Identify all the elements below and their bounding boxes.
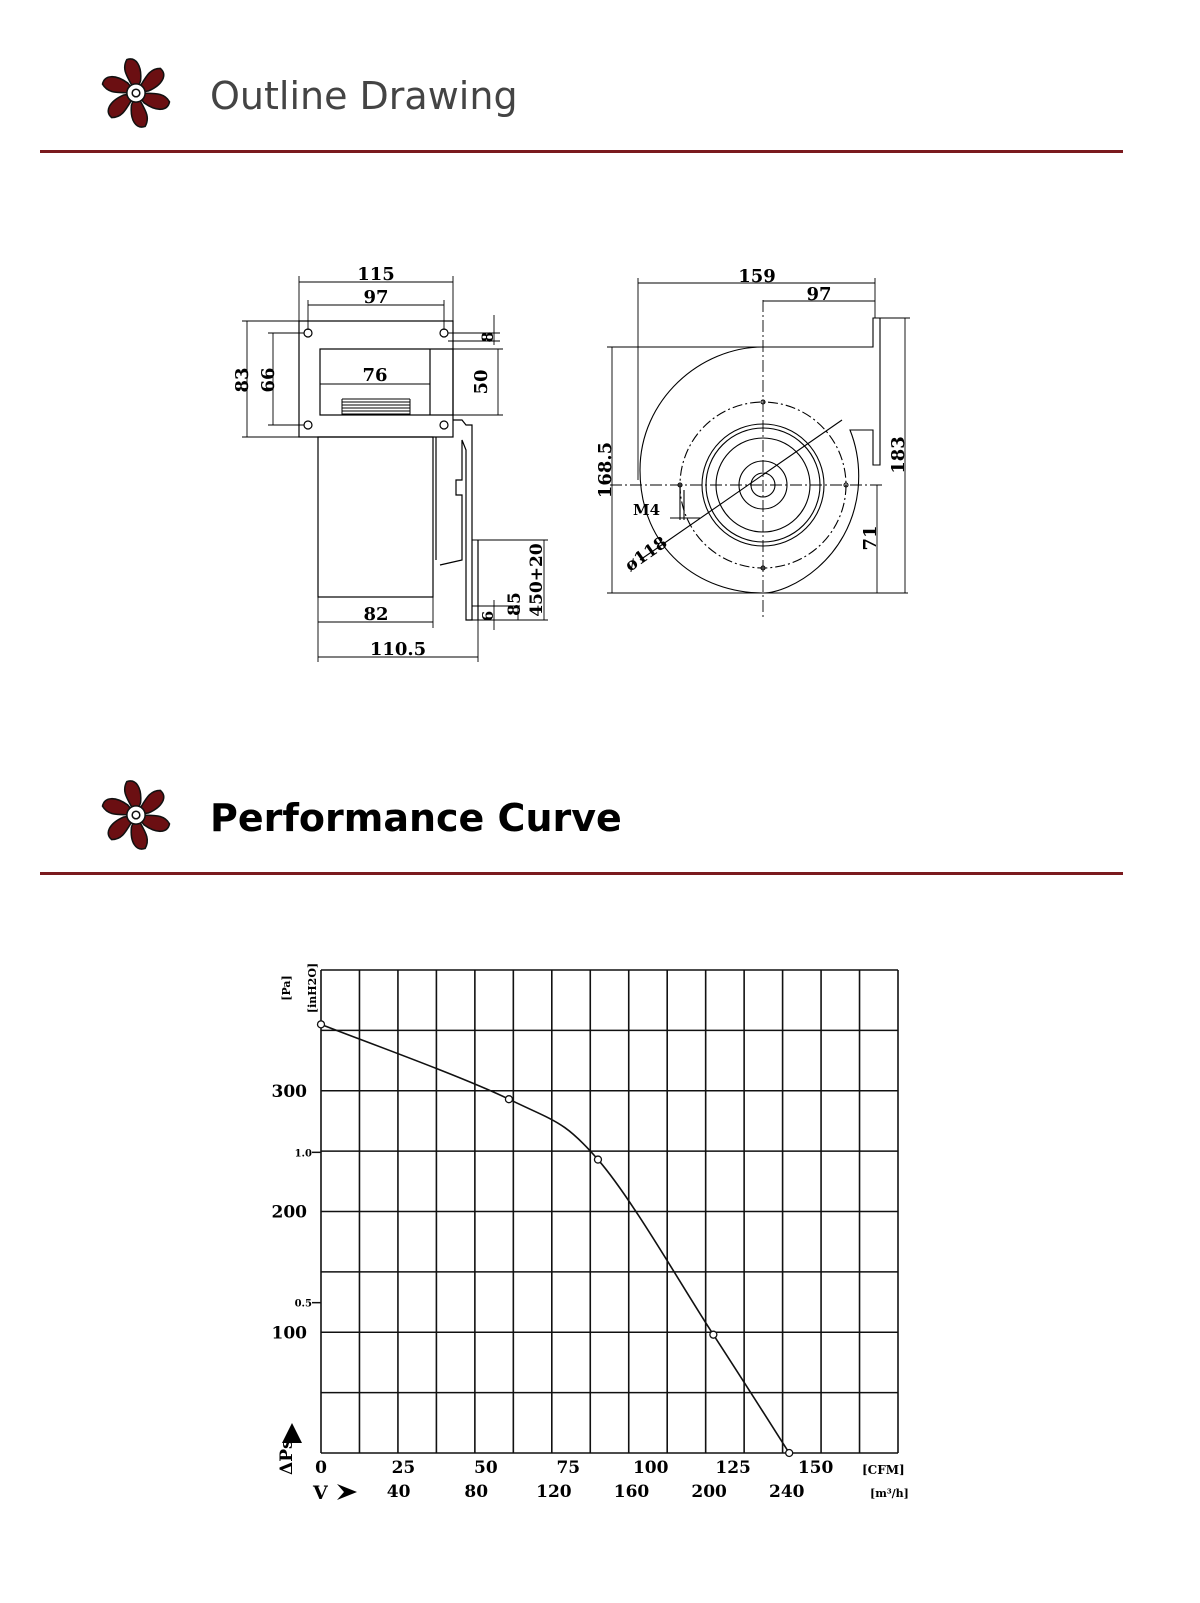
data-point	[504, 1095, 514, 1104]
y-axis-arrow-icon	[282, 1423, 302, 1443]
dim-8: 8	[478, 331, 497, 342]
data-point	[316, 1020, 326, 1029]
dim-50: 50	[471, 369, 492, 394]
front-view: 115 97 76 83 66 50 8 82 110.5 6 85 450+2…	[232, 264, 548, 662]
data-point	[593, 1155, 603, 1164]
chart-series	[316, 1020, 794, 1458]
x-tick-label-cfm: 25	[392, 1458, 416, 1478]
data-point	[785, 1448, 794, 1458]
y-tick-label-pa: 100	[272, 1323, 308, 1343]
series-line	[320, 1023, 790, 1454]
dim-83: 83	[232, 367, 253, 392]
x-tick-label-cfm: 0	[315, 1458, 327, 1478]
dim-m4: M4	[633, 501, 660, 519]
x-tick-label-cfm: 100	[633, 1458, 669, 1478]
dim-71: 71	[860, 525, 881, 550]
y-tick-label-inh2o: 1.0	[295, 1148, 312, 1159]
chart-grid	[320, 969, 899, 1454]
section-divider	[40, 150, 1123, 153]
dim-183: 183	[888, 436, 909, 474]
x-tick-label-cfm: 125	[715, 1458, 751, 1478]
fan-icon	[100, 780, 172, 850]
dim-diameter: ø118	[621, 533, 671, 576]
side-view: 159 97 168.5 183 71 M4 ø118	[595, 266, 910, 620]
dim-76: 76	[362, 365, 387, 386]
chart-labels: 0 25 50 75 100 125 150 40 80 120 160 200 240 300 200 10…	[272, 1082, 834, 1502]
y-unit-inh2o: [inH2O]	[306, 963, 319, 1013]
x-unit-m3h: [m³/h]	[870, 1487, 909, 1500]
dim-85: 85	[505, 592, 525, 616]
dim-6: 6	[479, 611, 497, 621]
y-tick-label-pa: 300	[272, 1082, 308, 1102]
x-tick-label-cfm: 75	[556, 1458, 580, 1478]
section-title-outline: Outline Drawing	[210, 74, 518, 118]
dim-66: 66	[258, 367, 279, 392]
dim-168-5: 168.5	[595, 442, 616, 498]
dim-97: 97	[363, 287, 388, 308]
dim-cable-length: 450+20	[527, 543, 547, 617]
dim-82: 82	[363, 604, 388, 625]
data-point	[709, 1330, 718, 1339]
x-tick-label-cfm: 150	[798, 1458, 834, 1478]
x-unit-cfm: [CFM]	[862, 1463, 905, 1477]
x-axis-symbol: V	[312, 1482, 329, 1504]
section-divider	[40, 872, 1123, 875]
x-tick-label-m3h: 200	[691, 1482, 727, 1502]
dim-97-side: 97	[806, 284, 831, 305]
y-tick-label-pa: 200	[272, 1203, 308, 1223]
outline-drawing: 115 97 76 83 66 50 8 82 110.5 6 85 450+2…	[232, 264, 910, 662]
x-tick-label-m3h: 160	[614, 1482, 650, 1502]
y-tick-label-inh2o: 0.5	[295, 1299, 312, 1310]
section-title-performance: Performance Curve	[210, 796, 622, 840]
x-tick-label-cfm: 50	[474, 1458, 498, 1478]
dim-159: 159	[738, 266, 776, 287]
y-unit-pa: [Pa]	[280, 975, 293, 1001]
x-tick-label-m3h: 240	[769, 1482, 805, 1502]
dim-110-5: 110.5	[370, 639, 426, 660]
x-axis-arrow-icon	[337, 1484, 357, 1500]
y-axis-symbol: ΔPs	[277, 1439, 297, 1475]
x-tick-label-m3h: 120	[536, 1482, 572, 1502]
dim-115: 115	[357, 264, 395, 285]
fan-icon	[101, 58, 171, 128]
x-tick-label-m3h: 80	[464, 1482, 488, 1502]
x-tick-label-m3h: 40	[387, 1482, 411, 1502]
